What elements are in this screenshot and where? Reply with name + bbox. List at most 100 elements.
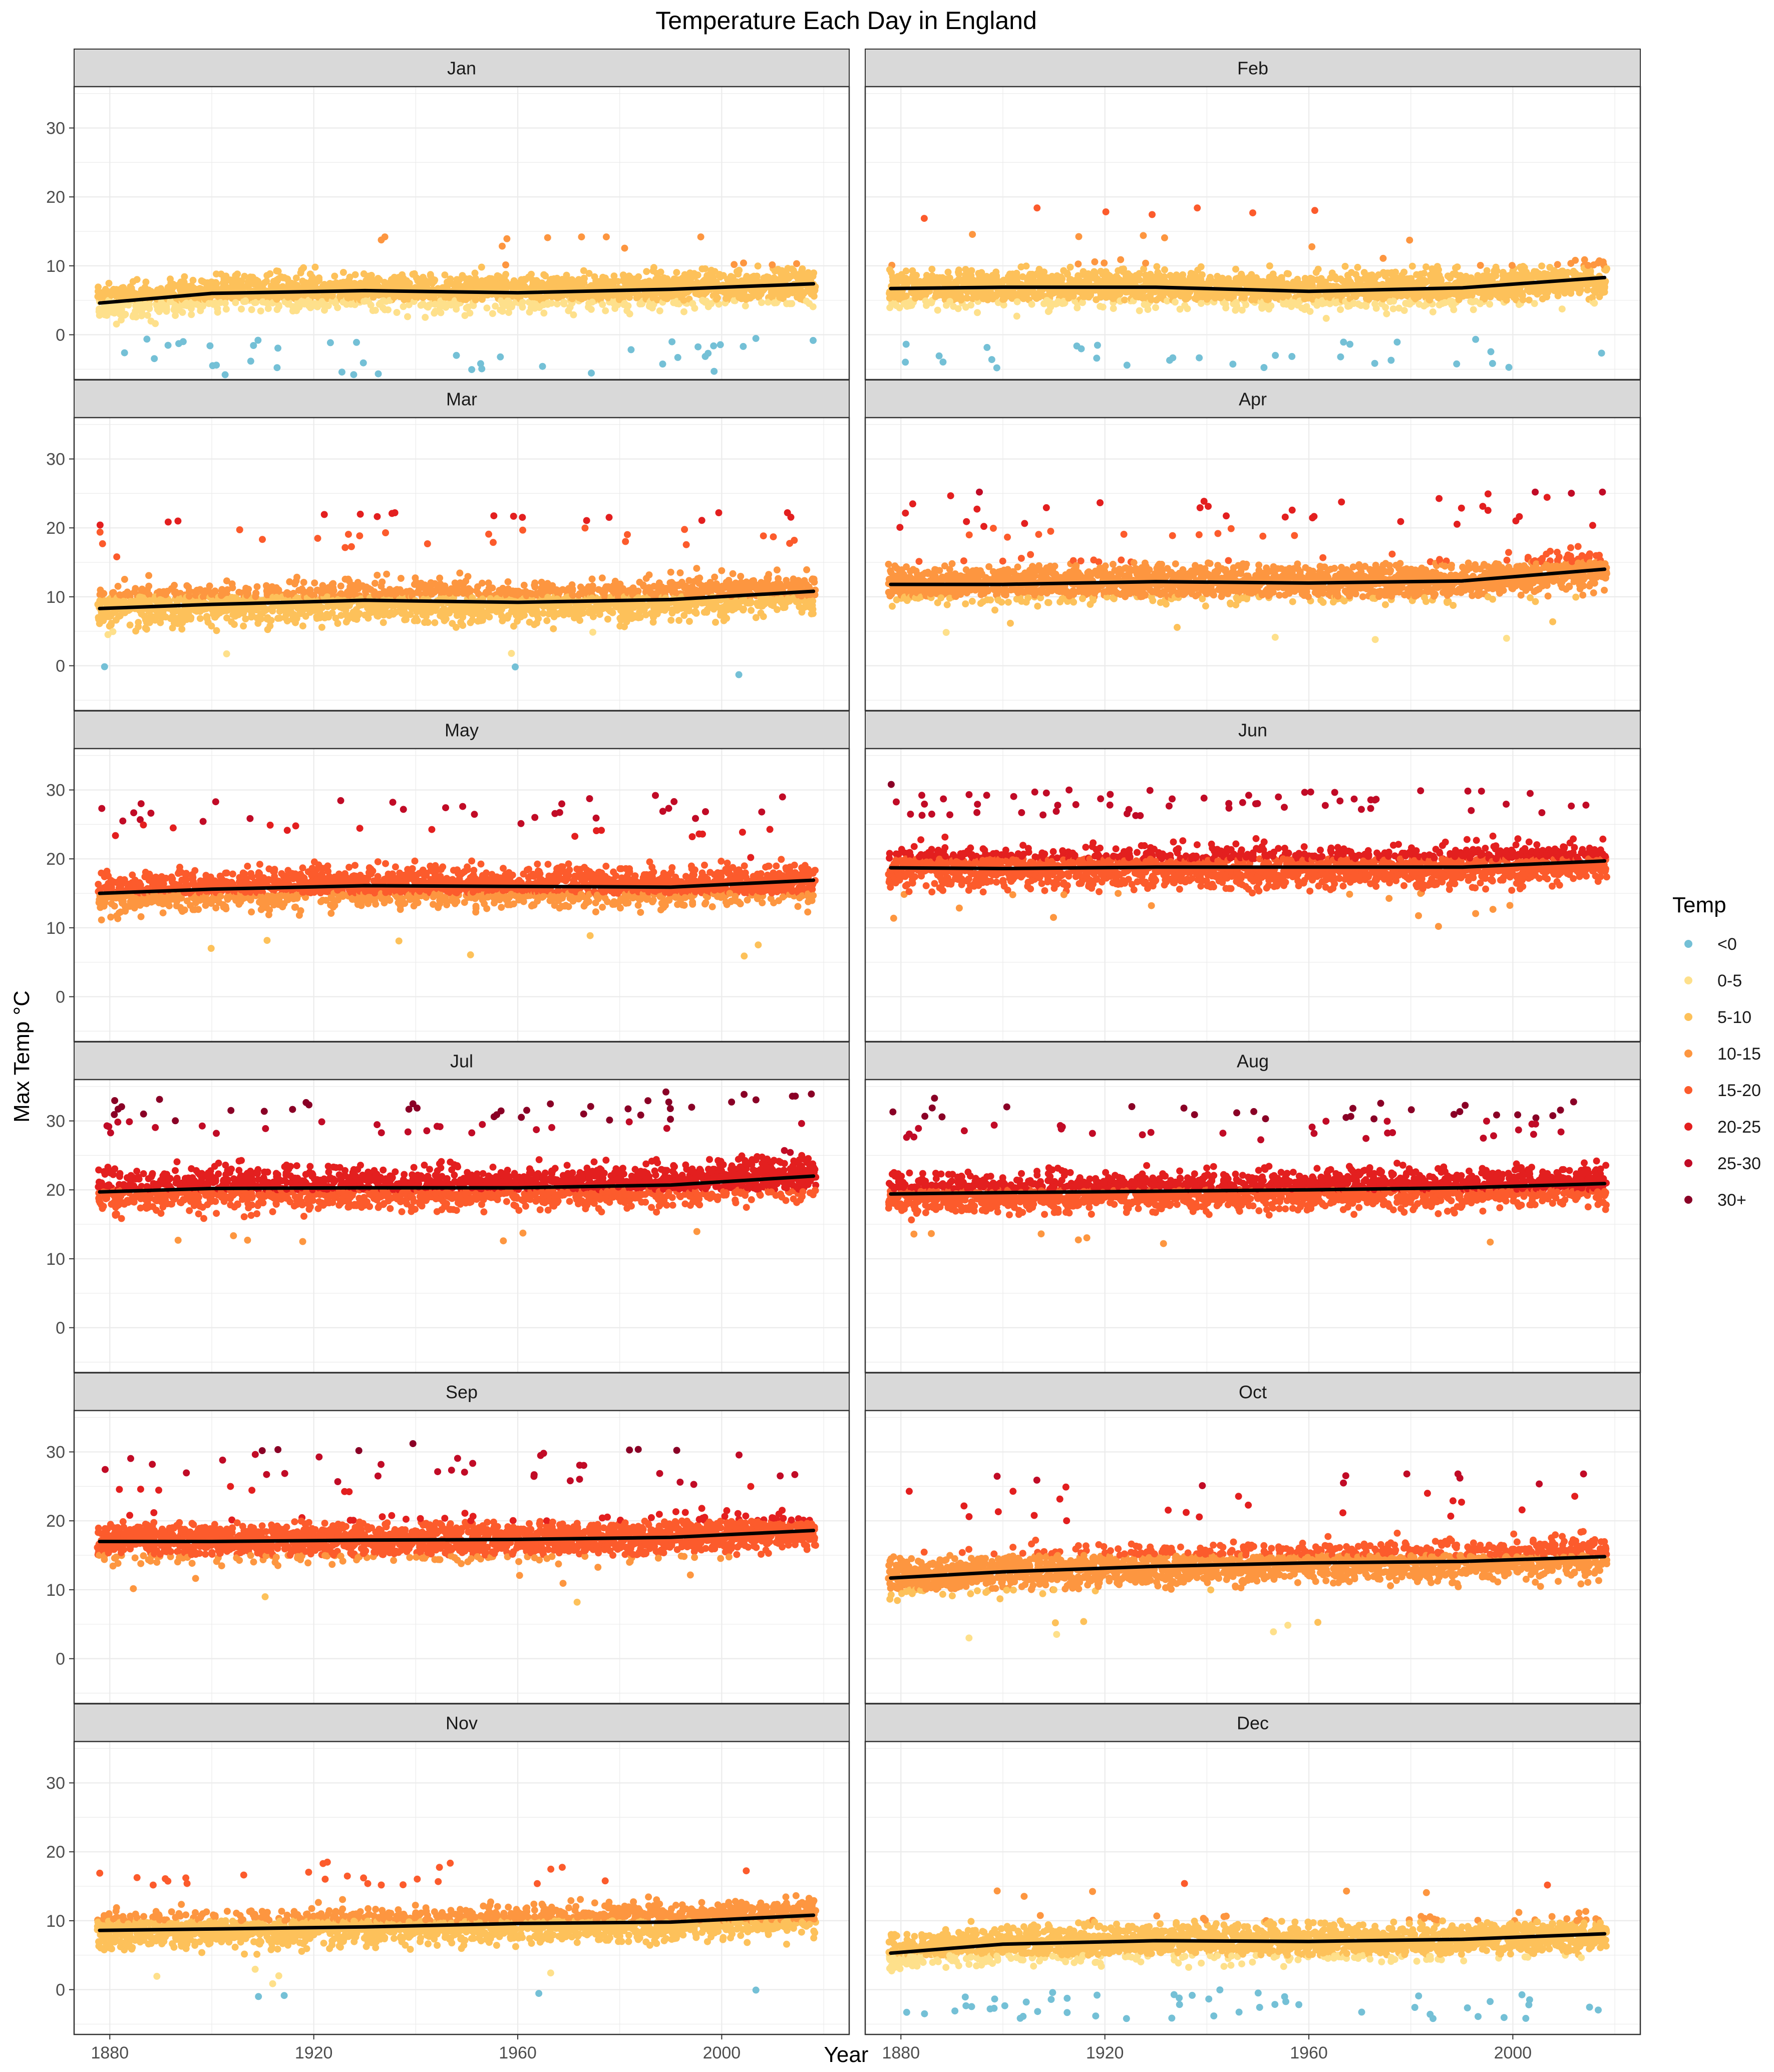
data-point xyxy=(1074,304,1081,311)
data-point xyxy=(713,296,720,303)
data-point xyxy=(110,286,117,293)
data-point xyxy=(810,303,817,310)
data-point xyxy=(1058,275,1066,282)
data-point xyxy=(1013,312,1020,319)
data-point xyxy=(1600,282,1607,289)
data-point xyxy=(752,273,759,280)
data-point xyxy=(1136,307,1143,314)
data-point xyxy=(503,278,510,285)
data-point xyxy=(337,582,344,589)
data-point-low xyxy=(1340,338,1347,346)
data-point xyxy=(1199,271,1206,278)
panel-bg-nov xyxy=(74,1742,849,2034)
data-point xyxy=(691,305,698,312)
data-point xyxy=(569,295,576,302)
data-point xyxy=(955,266,962,273)
data-point xyxy=(394,309,401,316)
data-point xyxy=(472,269,479,276)
data-point xyxy=(1462,292,1469,299)
data-point xyxy=(570,311,577,318)
data-point xyxy=(203,613,210,620)
data-point xyxy=(1232,307,1239,314)
data-point xyxy=(318,624,325,631)
data-point xyxy=(1339,291,1346,298)
data-point xyxy=(268,617,275,624)
data-point xyxy=(1242,301,1249,308)
data-point xyxy=(1538,262,1545,269)
data-point xyxy=(1217,278,1224,285)
data-point xyxy=(701,265,708,272)
data-point xyxy=(1145,306,1152,313)
data-point xyxy=(1430,308,1437,315)
data-point xyxy=(1484,267,1491,274)
data-point xyxy=(300,579,307,586)
data-point xyxy=(934,307,941,314)
data-point xyxy=(240,622,247,629)
data-point xyxy=(1329,269,1336,276)
data-point xyxy=(489,310,496,317)
data-point xyxy=(563,282,570,289)
data-point xyxy=(886,266,893,273)
data-point-low xyxy=(936,353,943,360)
data-point xyxy=(962,266,969,273)
data-point-low xyxy=(1598,350,1605,357)
data-point-high xyxy=(1194,204,1201,211)
data-point xyxy=(1086,276,1093,283)
data-point xyxy=(1434,263,1441,270)
data-point-high xyxy=(603,233,610,240)
data-point-high xyxy=(1076,233,1083,240)
data-point-high xyxy=(544,234,551,241)
data-point-low xyxy=(151,355,158,362)
data-point-low xyxy=(903,341,910,348)
data-point xyxy=(257,611,264,618)
data-point xyxy=(431,309,438,316)
data-point xyxy=(125,591,132,598)
data-point xyxy=(484,304,491,311)
data-point xyxy=(519,299,526,306)
data-point xyxy=(977,273,984,280)
data-point xyxy=(1172,298,1179,305)
data-point xyxy=(352,271,359,278)
data-point-min xyxy=(222,371,229,378)
data-point-low xyxy=(1196,355,1203,362)
data-point xyxy=(331,273,338,280)
data-point-low xyxy=(702,353,709,360)
data-point xyxy=(242,297,249,304)
data-point xyxy=(589,298,596,305)
data-point-low xyxy=(810,337,817,344)
data-point xyxy=(502,261,509,268)
data-point xyxy=(913,272,920,279)
data-point-high xyxy=(921,215,928,222)
data-point-low xyxy=(350,371,357,378)
data-point xyxy=(809,288,816,295)
data-point xyxy=(1344,272,1351,279)
data-point xyxy=(1284,270,1291,277)
data-point xyxy=(252,590,259,597)
data-point-high xyxy=(1103,208,1110,215)
data-point xyxy=(1436,272,1443,279)
panel-bg-aug xyxy=(865,1080,1640,1372)
data-point xyxy=(1152,304,1159,311)
data-point xyxy=(747,294,754,301)
data-point-low xyxy=(1272,352,1279,359)
data-point-low xyxy=(1472,336,1479,343)
data-point xyxy=(755,262,762,269)
data-point xyxy=(599,301,606,308)
data-point xyxy=(380,297,387,304)
data-point xyxy=(293,293,300,300)
data-point-low xyxy=(453,352,460,359)
data-point xyxy=(554,300,561,307)
data-point xyxy=(385,306,392,313)
data-point xyxy=(968,267,975,274)
data-point xyxy=(625,302,632,309)
data-point xyxy=(171,582,178,589)
data-point xyxy=(1409,263,1416,270)
data-point xyxy=(1323,315,1330,322)
data-point xyxy=(649,267,656,274)
data-point xyxy=(339,604,346,611)
data-point-low xyxy=(468,366,475,373)
data-point xyxy=(1601,288,1608,295)
data-point-low xyxy=(353,339,360,346)
data-point xyxy=(1533,269,1540,276)
data-point-low xyxy=(711,368,718,375)
